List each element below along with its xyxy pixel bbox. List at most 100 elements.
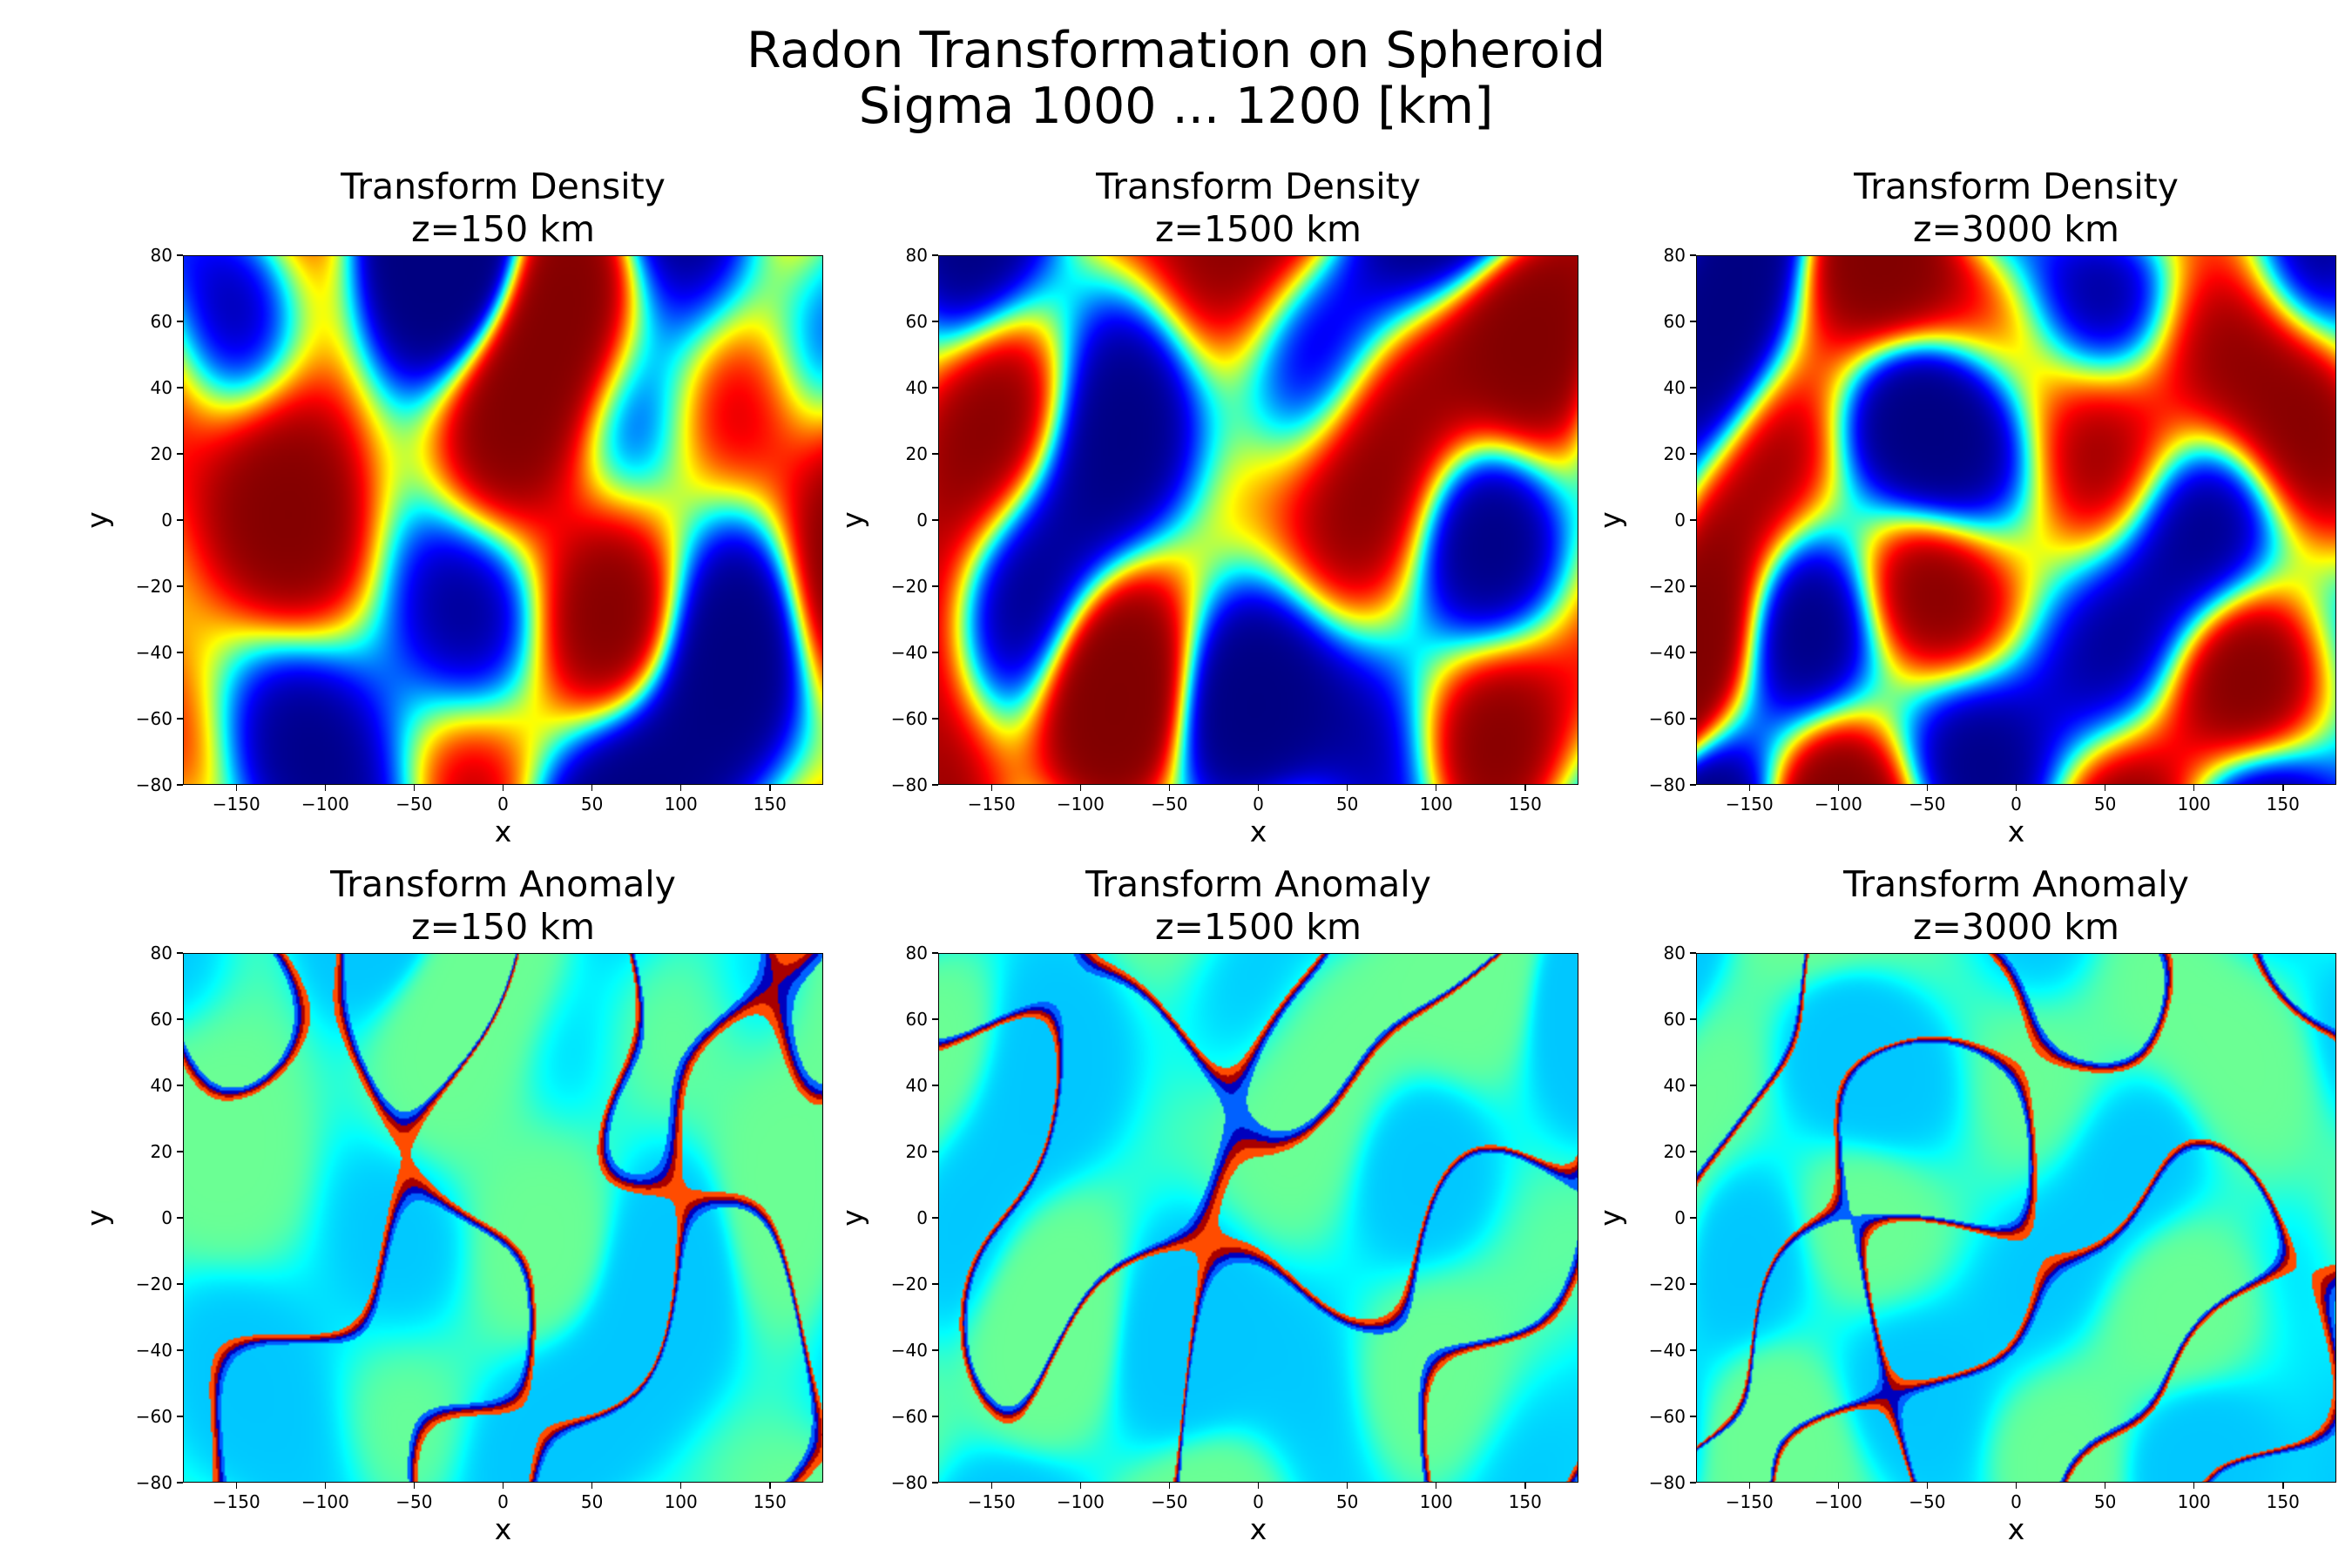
chart-4-title-line-1: Transform Anomaly: [330, 863, 676, 905]
chart-4-y-tick-label: −60: [135, 1406, 172, 1427]
chart-3-y-tick: [1690, 321, 1696, 322]
chart-5-heatmap: [938, 953, 1578, 1483]
chart-3-x-tick: [1926, 785, 1929, 791]
figure-title-line-1: Radon Transformation on Spheroid: [746, 22, 1606, 79]
chart-6-y-tick: [1690, 1217, 1696, 1219]
chart-3-x-tick: [2104, 785, 2106, 791]
chart-2-y-tick: [932, 652, 938, 653]
chart-3-y-tick: [1690, 519, 1696, 521]
chart-1-heatmap-image: [183, 255, 823, 785]
chart-6-y-tick-label: 80: [1663, 943, 1686, 963]
chart-3-y-tick-label: −80: [1648, 774, 1686, 795]
chart-5-y-tick-label: 20: [905, 1141, 928, 1162]
chart-2-x-tick: [1079, 785, 1082, 791]
chart-4-x-tick-label: −100: [301, 1491, 349, 1512]
chart-3-x-tick-label: 50: [2093, 794, 2117, 814]
chart-2-x-tick: [990, 785, 992, 791]
chart-2-y-tick: [932, 585, 938, 587]
chart-3-y-tick-label: −40: [1648, 642, 1686, 663]
chart-1-x-tick: [413, 785, 416, 791]
chart-3-y-tick-label: 40: [1663, 377, 1686, 398]
chart-5-heatmap-image: [938, 953, 1578, 1483]
chart-2-y-tick-label: 80: [905, 245, 928, 266]
chart-5-x-tick: [1346, 1483, 1348, 1489]
chart-2-x-tick: [1168, 785, 1171, 791]
chart-2-y-tick: [932, 519, 938, 521]
chart-4-x-tick-label: −150: [212, 1491, 260, 1512]
chart-1-x-tick: [324, 785, 327, 791]
chart-5-title-line-2: z=1500 km: [1155, 906, 1362, 948]
chart-1-x-tick: [502, 785, 504, 791]
chart-4-x-tick-label: 150: [753, 1491, 787, 1512]
chart-2-y-tick-label: −60: [890, 708, 928, 729]
chart-3-y-tick-label: 0: [1674, 510, 1686, 531]
chart-4-y-tick: [177, 1482, 183, 1484]
chart-6-y-tick-label: 40: [1663, 1075, 1686, 1096]
chart-2-y-tick-label: 40: [905, 377, 928, 398]
chart-1-y-tick: [177, 321, 183, 322]
chart-3-x-tick: [2193, 785, 2195, 791]
chart-3-y-tick: [1690, 652, 1696, 653]
chart-1-y-tick-label: 40: [150, 377, 172, 398]
chart-5-x-tick: [1168, 1483, 1171, 1489]
chart-1-y-tick-label: −40: [135, 642, 172, 663]
chart-1-x-tick-label: 150: [753, 794, 787, 814]
chart-2-x-tick-label: −100: [1056, 794, 1105, 814]
chart-3-y-tick-label: 20: [1663, 443, 1686, 464]
chart-6-x-tick-label: −150: [1725, 1491, 1774, 1512]
chart-5-y-tick-label: 60: [905, 1009, 928, 1030]
chart-5-x-axis-label: x: [1249, 1512, 1267, 1546]
chart-4-y-tick: [177, 1085, 183, 1086]
chart-3-title-line-2: z=3000 km: [1913, 208, 2119, 250]
chart-3-x-axis-label: x: [2007, 814, 2025, 848]
chart-1-y-tick: [177, 519, 183, 521]
chart-1-x-tick-label: −100: [301, 794, 349, 814]
chart-2-y-axis-label: y: [835, 511, 869, 529]
chart-5-x-tick: [1524, 1483, 1526, 1489]
chart-6-y-tick-label: −60: [1648, 1406, 1686, 1427]
chart-4-x-tick: [324, 1483, 327, 1489]
chart-2-title-line-1: Transform Density: [1096, 166, 1421, 207]
chart-1-y-tick: [177, 254, 183, 256]
chart-3-y-tick-label: 80: [1663, 245, 1686, 266]
chart-2-y-tick: [932, 387, 938, 389]
chart-4-x-tick-label: 0: [497, 1491, 509, 1512]
chart-6-title-line-1: Transform Anomaly: [1843, 863, 2189, 905]
chart-2-y-tick: [932, 453, 938, 455]
chart-1-title-line-1: Transform Density: [341, 166, 666, 207]
chart-6-x-tick: [2193, 1483, 2195, 1489]
chart-5-x-tick-label: −100: [1056, 1491, 1105, 1512]
chart-5-y-tick: [932, 1349, 938, 1351]
chart-6-y-tick: [1690, 1151, 1696, 1152]
chart-6-y-tick-label: 20: [1663, 1141, 1686, 1162]
chart-5-y-tick: [932, 1217, 938, 1219]
chart-6-y-tick: [1690, 1283, 1696, 1285]
chart-6-x-axis-label: x: [2007, 1512, 2025, 1546]
chart-5-x-tick-label: 150: [1508, 1491, 1542, 1512]
chart-3-y-tick: [1690, 453, 1696, 455]
chart-6-heatmap: [1696, 953, 2336, 1483]
chart-3-y-tick-label: −20: [1648, 576, 1686, 597]
chart-6-x-tick: [2104, 1483, 2106, 1489]
chart-5-y-tick-label: −60: [890, 1406, 928, 1427]
chart-1-x-tick: [679, 785, 682, 791]
chart-5-y-tick-label: −20: [890, 1274, 928, 1294]
chart-3-x-tick-label: −50: [1909, 794, 1946, 814]
chart-6-title-line-2: z=3000 km: [1913, 906, 2119, 948]
chart-4-y-tick-label: 20: [150, 1141, 172, 1162]
chart-1-y-tick: [177, 585, 183, 587]
chart-4-y-tick-label: 40: [150, 1075, 172, 1096]
chart-6-x-tick: [2015, 1483, 2017, 1489]
chart-2-x-tick: [1435, 785, 1437, 791]
chart-2-y-tick: [932, 254, 938, 256]
chart-6-heatmap-image: [1696, 953, 2336, 1483]
chart-5-x-tick: [1435, 1483, 1437, 1489]
chart-4-y-tick: [177, 1018, 183, 1020]
chart-4-heatmap: [183, 953, 823, 1483]
chart-1-heatmap: [183, 255, 823, 785]
chart-4-y-tick-label: 0: [161, 1207, 172, 1228]
chart-3-title-line-1: Transform Density: [1854, 166, 2179, 207]
figure-title-line-2: Sigma 1000 ... 1200 [km]: [858, 78, 1494, 135]
chart-4-x-tick: [769, 1483, 771, 1489]
chart-4-y-tick-label: −20: [135, 1274, 172, 1294]
